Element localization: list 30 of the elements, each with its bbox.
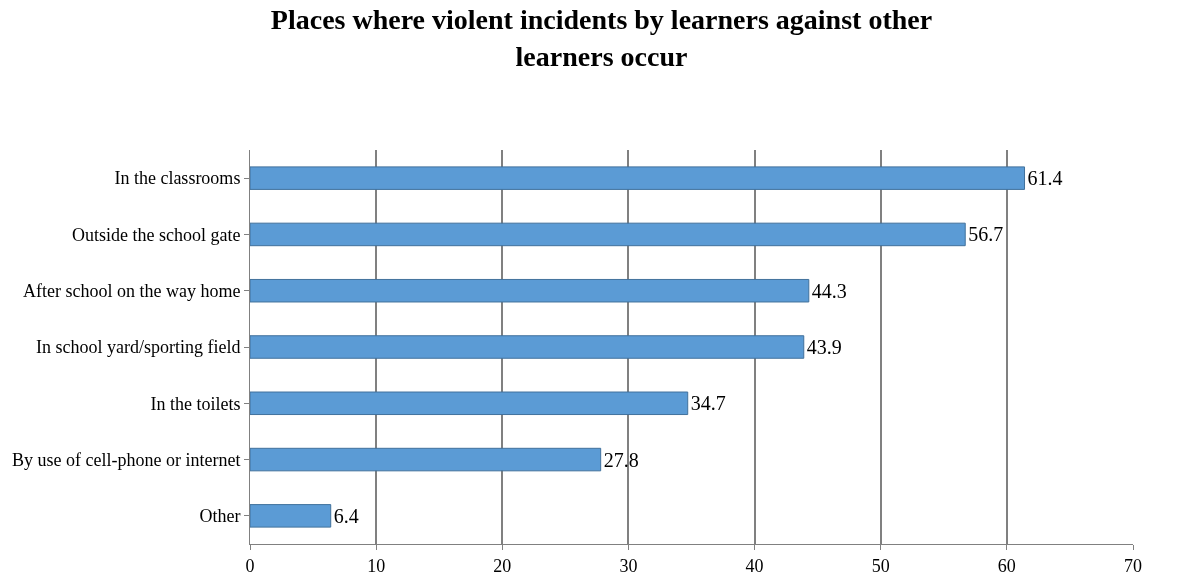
x-tick-label: 30	[619, 555, 638, 576]
data-label: 6.4	[333, 504, 359, 527]
y-tick-label: After school on the way home	[22, 281, 241, 302]
x-tick-label: 60	[997, 555, 1016, 576]
x-tick-label: 20	[493, 555, 512, 576]
y-tick-label: In the classrooms	[114, 168, 241, 189]
bar	[250, 335, 805, 359]
bar	[250, 222, 966, 247]
bar	[250, 447, 602, 472]
y-tick-label: By use of cell-phone or internet	[11, 449, 241, 470]
data-label: 34.7	[690, 392, 726, 415]
y-tick-label: In school yard/sporting field	[35, 337, 241, 358]
x-tick-label: 70	[1124, 555, 1142, 576]
bar	[250, 391, 689, 416]
y-tick-label: Other	[199, 506, 241, 527]
bar	[250, 278, 810, 303]
data-label: 56.7	[968, 223, 1004, 246]
chart-title: Places where violent incidents by learners against other learners occur	[270, 4, 933, 72]
x-tick-label: 50	[871, 555, 890, 576]
data-label: 43.9	[806, 336, 842, 358]
x-tick-label: 10	[367, 555, 386, 576]
bar	[250, 504, 332, 528]
data-label: 27.8	[603, 448, 639, 471]
x-tick-label: 0	[245, 555, 255, 576]
data-label: 44.3	[811, 279, 847, 302]
y-tick-label: Outside the school gate	[71, 224, 241, 245]
bar	[250, 166, 1026, 190]
x-tick-label: 40	[745, 555, 764, 576]
data-label: 61.4	[1027, 167, 1063, 190]
y-tick-label: In the toilets	[150, 393, 241, 414]
